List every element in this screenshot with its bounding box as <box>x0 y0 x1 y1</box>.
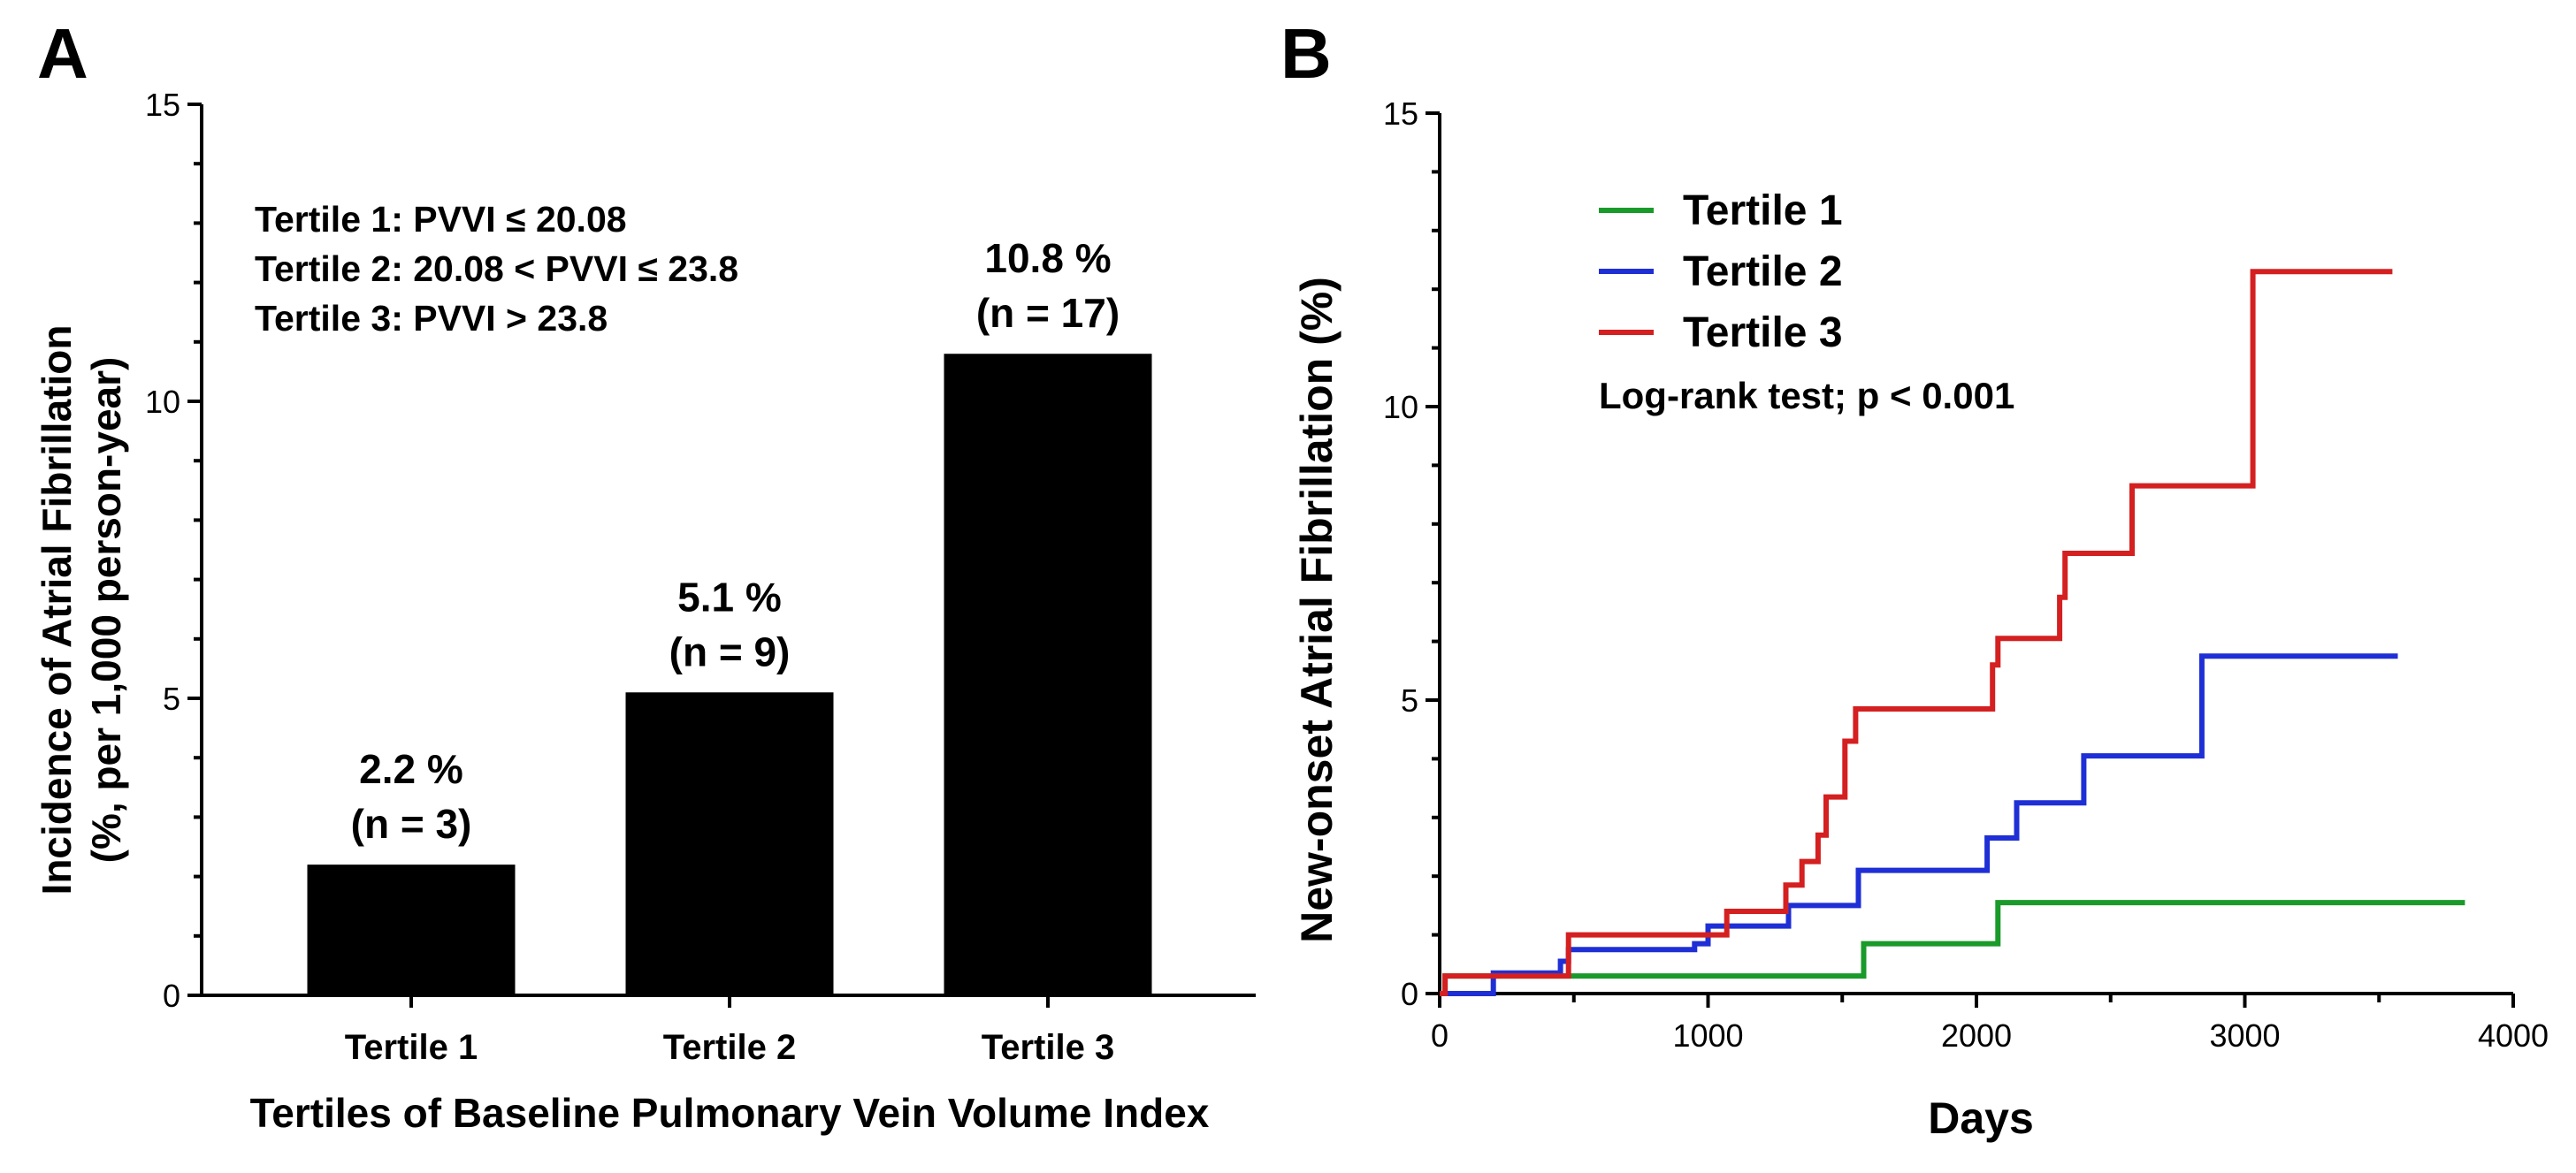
x-tick-label: 4000 <box>2478 1017 2549 1054</box>
y-axis-label-line-1: Incidence of Atrial Fibrillation <box>34 325 80 895</box>
panel-letter-a: A <box>37 14 88 93</box>
bar-2 <box>625 692 834 995</box>
y-tick-label: 0 <box>163 978 180 1014</box>
legend-label-tertile-1: Tertile 1 <box>1683 187 1843 234</box>
series-line-tertile-2 <box>1440 653 2398 996</box>
bar-n-label-3: (n = 17) <box>976 290 1120 336</box>
x-axis-label: Days <box>1928 1093 2034 1143</box>
y-tick-label: 0 <box>1401 976 1418 1012</box>
bar-1 <box>307 865 516 995</box>
axes: 0 5 10 15 <box>145 87 1256 1014</box>
annotation-tertile-2: Tertile 2: 20.08 < PVVI ≤ 23.8 <box>255 248 738 289</box>
y-tick-label: 10 <box>1383 389 1418 425</box>
x-tick-label-3: Tertile 3 <box>982 1028 1114 1067</box>
legend-label-tertile-2: Tertile 2 <box>1683 248 1843 295</box>
bar-label-group: 2.2 % (n = 3) Tertile 1 5.1 % (n = 9) Tertile… <box>345 235 1120 1067</box>
y-axis-label-line-2: (%, per 1,000 person-year) <box>83 357 129 864</box>
series-group <box>1440 269 2465 996</box>
y-tick-label: 5 <box>1401 682 1418 719</box>
annotation-tertile-1: Tertile 1: PVVI ≤ 20.08 <box>255 199 627 240</box>
legend-label-tertile-3: Tertile 3 <box>1683 309 1843 356</box>
y-tick-label: 15 <box>145 87 180 123</box>
bar-value-label-3: 10.8 % <box>984 235 1111 281</box>
x-axis-label: Tertiles of Baseline Pulmonary Vein Volu… <box>250 1090 1210 1136</box>
axes: 0 1000 2000 3000 4000 0 5 10 15 <box>1383 95 2549 1054</box>
y-tick-label: 5 <box>163 681 180 717</box>
x-tick-label: 2000 <box>1941 1017 2012 1054</box>
legend: Tertile 1 Tertile 2 Tertile 3 <box>1599 187 1843 356</box>
series-line-tertile-3 <box>1440 269 2393 996</box>
panel-letter-b: B <box>1280 14 1332 93</box>
bar-value-label-2: 5.1 % <box>677 574 782 620</box>
x-tick-label-2: Tertile 2 <box>663 1028 796 1067</box>
y-tick-label: 10 <box>145 384 180 420</box>
bar-group <box>307 354 1152 995</box>
x-tick-label-1: Tertile 1 <box>345 1028 478 1067</box>
log-rank-annotation: Log-rank test; p < 0.001 <box>1599 375 2014 416</box>
y-axis-label: New-onset Atrial Fibrillation (%) <box>1292 277 1342 943</box>
bar-3 <box>944 354 1152 995</box>
x-tick-label: 1000 <box>1672 1017 1743 1054</box>
annotation-tertile-3: Tertile 3: PVVI > 23.8 <box>255 298 608 339</box>
y-tick-label: 15 <box>1383 95 1418 132</box>
bar-n-label-1: (n = 3) <box>351 801 472 847</box>
bar-chart-panel-a: 0 5 10 15 2.2 % (n = 3) Tertile 1 5.1 % (n = 9)… <box>34 87 1256 1136</box>
x-tick-label: 3000 <box>2209 1017 2280 1054</box>
x-tick-label: 0 <box>1431 1017 1449 1054</box>
bar-n-label-2: (n = 9) <box>669 628 791 674</box>
bar-value-label-1: 2.2 % <box>359 746 463 792</box>
